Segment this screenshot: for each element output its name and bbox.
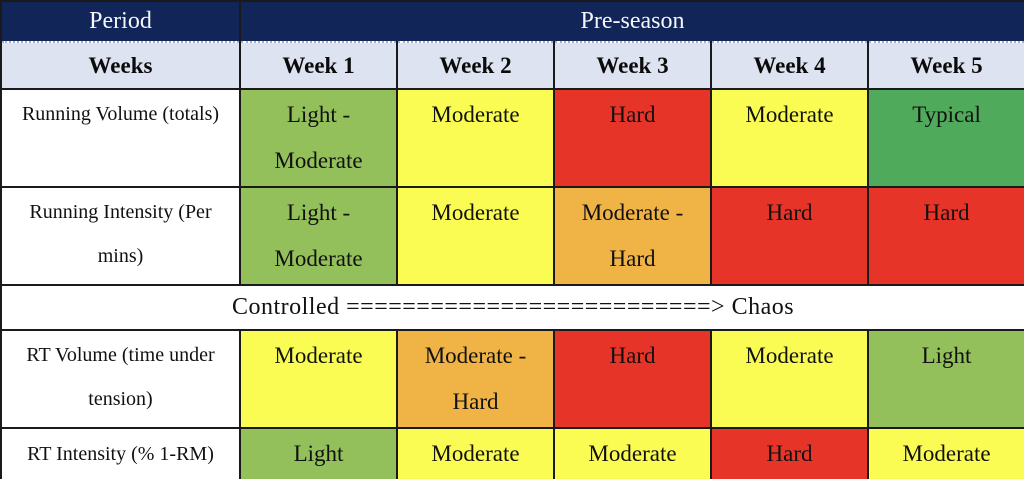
intensity-cell: Moderate - Hard: [396, 329, 555, 429]
intensity-cell: Moderate: [866, 427, 1024, 479]
weeks-label-cell: Weeks: [0, 42, 241, 90]
intensity-cell: Hard: [710, 427, 869, 479]
intensity-cell: Moderate: [396, 427, 555, 479]
intensity-cell: Light: [866, 329, 1024, 429]
intensity-cell: Light: [239, 427, 398, 479]
table-row: Running Volume (totals) Light - Moderate M…: [0, 88, 1024, 188]
intensity-cell: Moderate: [396, 88, 555, 188]
intensity-cell: Moderate: [396, 186, 555, 286]
divider-row: Controlled ==========================> C…: [0, 284, 1024, 331]
controlled-chaos-divider: Controlled ==========================> C…: [0, 284, 1024, 331]
period-header-cell: Period: [0, 0, 241, 43]
week-header-cell-5: Week 5: [866, 42, 1024, 90]
intensity-cell: Light - Moderate: [239, 88, 398, 188]
intensity-cell: Moderate - Hard: [553, 186, 712, 286]
intensity-cell: Typical: [866, 88, 1024, 188]
row-label: Running Volume (totals): [0, 88, 241, 188]
intensity-cell: Hard: [866, 186, 1024, 286]
table-body: Running Volume (totals) Light - Moderate M…: [0, 88, 1024, 479]
week-header-cell-4: Week 4: [710, 42, 869, 90]
table-row: RT Volume (time under tension) Moderate Mo…: [0, 329, 1024, 429]
intensity-cell: Hard: [553, 329, 712, 429]
weeks-header-row: Weeks Week 1 Week 2 Week 3 Week 4 Week 5: [0, 42, 1024, 90]
intensity-cell: Light - Moderate: [239, 186, 398, 286]
intensity-cell: Hard: [710, 186, 869, 286]
intensity-cell: Hard: [553, 88, 712, 188]
row-label: RT Volume (time under tension): [0, 329, 241, 429]
row-label: Running Intensity (Per mins): [0, 186, 241, 286]
table-row: Running Intensity (Per mins) Light - Mode…: [0, 186, 1024, 286]
week-header-cell-1: Week 1: [239, 42, 398, 90]
table-row: RT Intensity (% 1-RM) Light Moderate Modera…: [0, 427, 1024, 479]
intensity-cell: Moderate: [239, 329, 398, 429]
week-header-cell-2: Week 2: [396, 42, 555, 90]
intensity-cell: Moderate: [553, 427, 712, 479]
intensity-cell: Moderate: [710, 329, 869, 429]
row-label: RT Intensity (% 1-RM): [0, 427, 241, 479]
week-header-cell-3: Week 3: [553, 42, 712, 90]
preseason-header-cell: Pre-season: [238, 0, 1024, 43]
season-header-row: Period Pre-season: [0, 0, 1024, 43]
intensity-cell: Moderate: [710, 88, 869, 188]
